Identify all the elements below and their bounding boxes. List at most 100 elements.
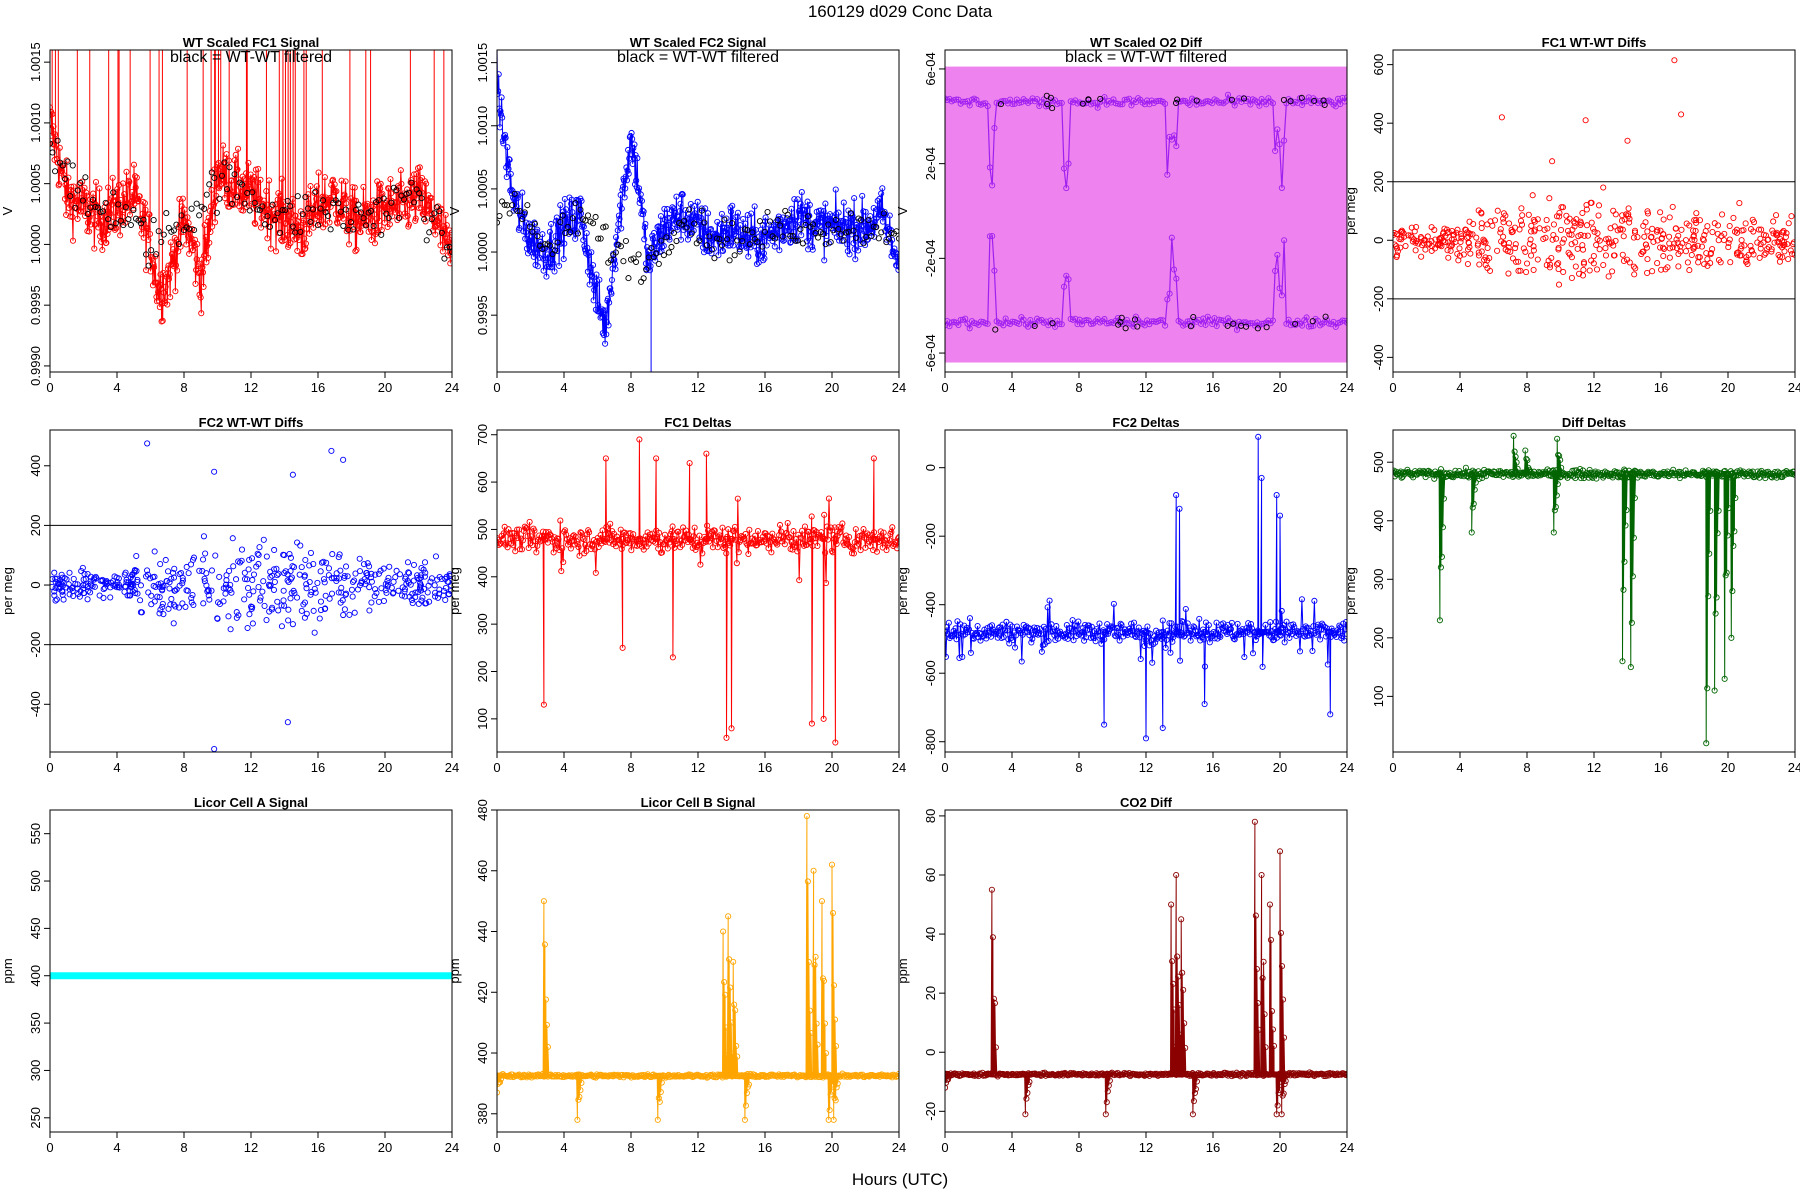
data-point-p7 <box>1248 621 1255 628</box>
filtered-point-p2 <box>774 216 781 224</box>
data-point-p1 <box>263 188 270 195</box>
y-tick-label-p4: 600 <box>1371 54 1386 76</box>
data-point-p2 <box>562 206 570 213</box>
x-tick-label-p6: 8 <box>627 760 634 775</box>
data-point-p1 <box>326 219 333 226</box>
data-point-p2 <box>589 272 596 280</box>
data-point-p2 <box>625 170 632 177</box>
x-tick-label-p4: 20 <box>1721 380 1735 395</box>
data-point-p6 <box>524 533 531 540</box>
data-point-p3 <box>1276 141 1283 148</box>
data-point-p2 <box>691 202 698 210</box>
data-point-p1 <box>292 212 299 219</box>
filtered-point-p2 <box>708 246 715 253</box>
filtered-point-p1 <box>127 221 134 229</box>
data-point-p8 <box>1713 594 1720 601</box>
data-point-p5 <box>356 555 363 562</box>
data-point-p1 <box>357 229 364 236</box>
x-tick-label-p4: 8 <box>1523 380 1530 395</box>
data-point-p1 <box>315 169 322 176</box>
data-point-p5 <box>156 594 163 601</box>
data-point-p6 <box>894 545 899 552</box>
data-point-p7 <box>1201 663 1209 670</box>
outlier-point-p4 <box>1549 158 1556 165</box>
x-tick-label-p6: 4 <box>560 760 567 775</box>
data-point-p8 <box>1557 456 1564 464</box>
data-point-p4 <box>1566 231 1573 238</box>
data-point-p5 <box>273 565 280 572</box>
data-point-p6 <box>526 518 533 526</box>
filtered-point-p1 <box>441 255 448 262</box>
data-point-p1 <box>162 283 169 290</box>
data-point-p8 <box>1629 469 1636 476</box>
data-point-p5 <box>270 586 278 593</box>
data-point-p2 <box>615 212 622 219</box>
x-tick-label-p8: 4 <box>1456 760 1463 775</box>
data-point-p7 <box>1037 630 1044 638</box>
plot-area-p9 <box>50 972 452 980</box>
data-point-p5 <box>316 615 323 622</box>
filtered-point-p2 <box>600 224 607 231</box>
data-point-p5 <box>368 578 375 585</box>
data-point-p4 <box>1553 235 1560 242</box>
data-point-p2 <box>595 302 602 309</box>
data-point-p1 <box>126 178 133 185</box>
x-tick-label-p1: 16 <box>311 380 325 395</box>
data-point-p5 <box>241 596 248 603</box>
data-point-p1 <box>163 271 170 278</box>
data-point-p4 <box>1431 245 1439 252</box>
data-point-p8 <box>1462 464 1469 471</box>
data-point-p6 <box>559 545 566 552</box>
data-point-p2 <box>891 245 898 252</box>
data-point-p6 <box>569 533 576 540</box>
filtered-point-p3 <box>1187 323 1194 330</box>
x-tick-label-p4: 16 <box>1654 380 1668 395</box>
data-point-p5 <box>248 605 255 612</box>
data-point-p4 <box>1660 216 1667 223</box>
data-point-p4 <box>1523 260 1531 267</box>
data-point-p1 <box>318 217 325 224</box>
filtered-point-p2 <box>539 245 546 253</box>
data-point-p2 <box>895 263 899 270</box>
filtered-point-p3 <box>1321 101 1328 109</box>
data-point-p4 <box>1717 259 1724 266</box>
x-tick-label-p4: 0 <box>1389 380 1396 395</box>
filtered-point-p1 <box>175 240 182 247</box>
filtered-point-p1 <box>254 206 261 213</box>
data-point-p4 <box>1634 234 1641 241</box>
data-point-p4 <box>1617 226 1624 233</box>
outlier-point-p4 <box>1498 114 1505 121</box>
filtered-point-p3 <box>1031 322 1038 330</box>
data-point-p2 <box>886 212 893 219</box>
data-point-p5 <box>280 587 287 594</box>
data-point-p7 <box>1130 619 1138 626</box>
filtered-point-p1 <box>191 226 198 234</box>
data-point-p1 <box>410 195 417 202</box>
data-point-p5 <box>301 599 309 606</box>
data-point-p1 <box>142 206 149 213</box>
filtered-point-p2 <box>668 243 675 251</box>
data-point-p6 <box>580 535 587 543</box>
filtered-point-p2 <box>726 257 733 264</box>
data-point-p5 <box>377 567 384 574</box>
data-point-p1 <box>247 184 254 191</box>
data-point-p5 <box>132 590 139 597</box>
data-point-p3 <box>1065 276 1072 283</box>
data-point-p5 <box>156 583 163 590</box>
data-point-p1 <box>148 255 155 262</box>
data-point-p5 <box>306 578 313 586</box>
data-point-p1 <box>387 176 394 183</box>
data-point-p7 <box>1319 622 1327 629</box>
data-point-p6 <box>838 524 845 531</box>
data-point-p5 <box>241 576 249 583</box>
data-point-p1 <box>214 161 221 168</box>
filtered-point-p1 <box>246 207 253 214</box>
data-point-p8 <box>1711 687 1718 694</box>
data-point-p2 <box>550 260 557 267</box>
data-point-p4 <box>1773 212 1780 219</box>
data-point-p5 <box>225 613 232 620</box>
outlier-point-p5 <box>340 456 347 463</box>
filtered-point-p3 <box>1085 96 1092 103</box>
data-point-p4 <box>1528 252 1535 259</box>
data-point-p2 <box>497 90 501 97</box>
